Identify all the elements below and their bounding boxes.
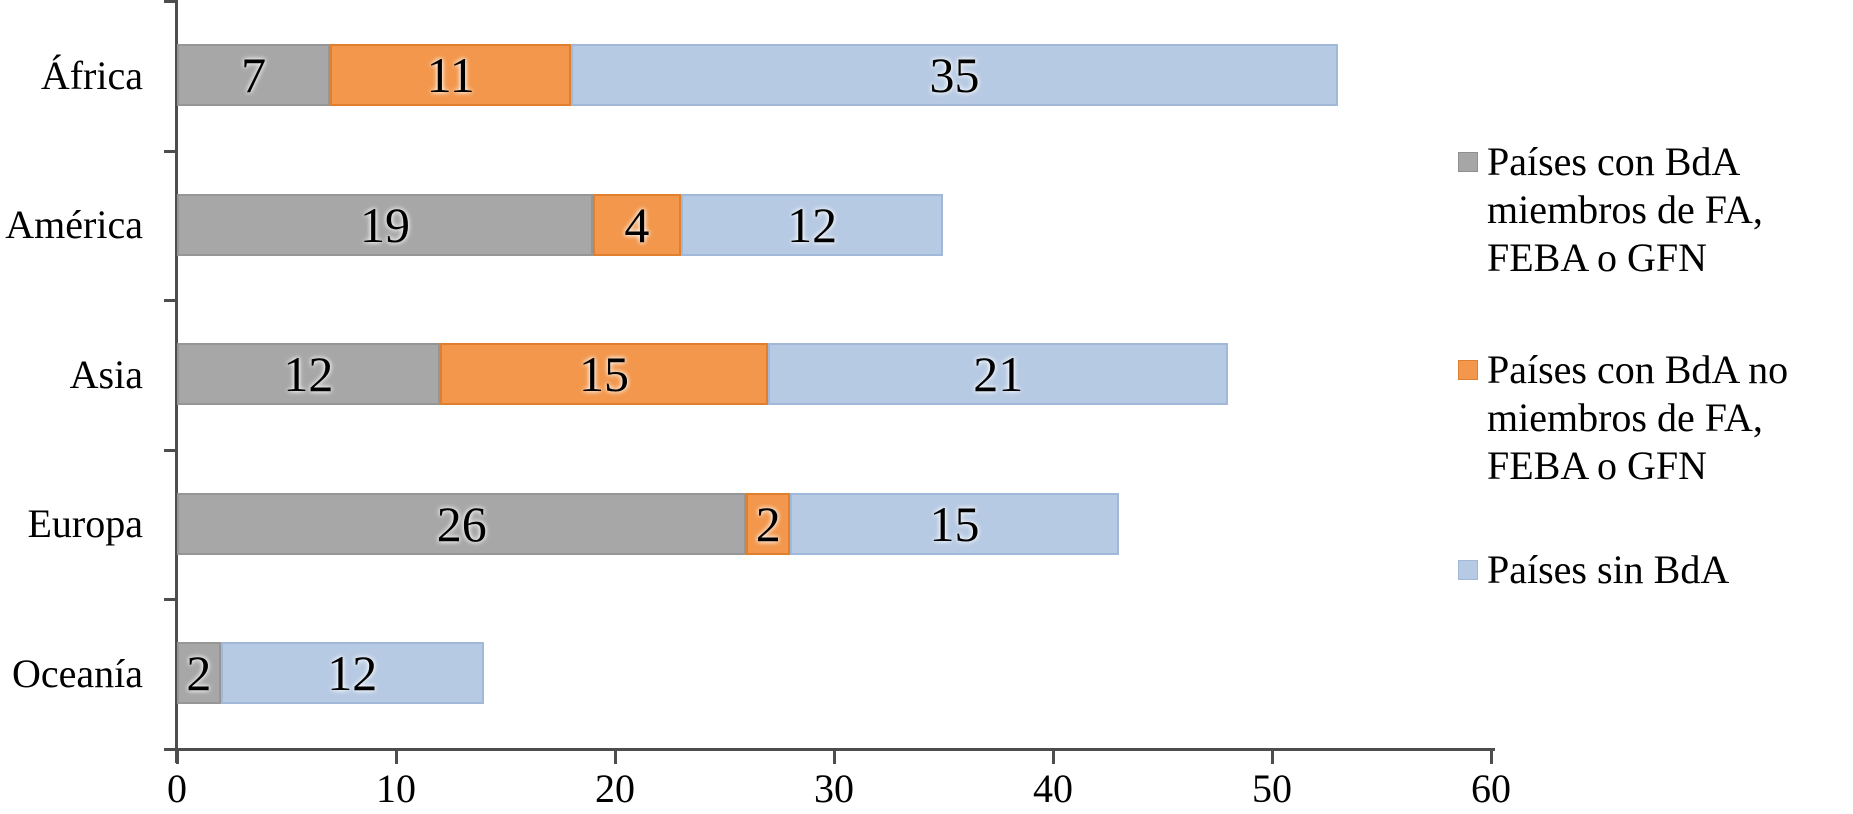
legend-item: Países con BdA no miembros de FA, FEBA o… — [1458, 346, 1788, 490]
bar-segment — [746, 492, 791, 555]
category-label: Asia — [69, 351, 143, 397]
legend-item-label: Países con BdA miembros de FA, FEBA o GF… — [1487, 139, 1763, 280]
x-tick — [394, 751, 398, 764]
bar-segment — [790, 492, 1119, 555]
legend-swatch — [1458, 152, 1478, 172]
x-axis-line — [165, 748, 1495, 751]
bar-segment — [330, 44, 572, 106]
bar-segment-label: 12 — [283, 346, 334, 403]
bar-segment-label: 26 — [436, 495, 487, 552]
x-tick-label: 30 — [814, 766, 854, 811]
bar-segment — [768, 343, 1229, 406]
bar-segment-label: 2 — [755, 495, 781, 552]
y-tick — [164, 0, 176, 3]
x-tick — [1270, 751, 1274, 764]
x-tick — [832, 751, 836, 764]
x-tick-label: 40 — [1033, 766, 1073, 811]
legend-item-label: Países con BdA no miembros de FA, FEBA o… — [1487, 347, 1789, 488]
category-label: Europa — [27, 501, 143, 547]
y-tick — [164, 448, 176, 452]
bar-segment — [680, 193, 944, 256]
x-tick-label: 0 — [167, 766, 187, 811]
x-tick-label: 60 — [1471, 766, 1511, 811]
y-tick — [164, 149, 176, 153]
legend-item-label: Países sin BdA — [1487, 547, 1730, 592]
y-axis-line — [175, 0, 178, 763]
bar-segment — [220, 642, 484, 705]
legend-swatch — [1458, 560, 1478, 580]
bar-segment-label: 19 — [360, 196, 411, 253]
bar-segment — [177, 343, 440, 406]
x-tick — [1489, 751, 1493, 764]
bar-segment-label: 35 — [929, 47, 980, 103]
bar-segment — [439, 343, 769, 406]
legend-item: Países con BdA miembros de FA, FEBA o GF… — [1458, 138, 1763, 282]
legend: Países con BdA miembros de FA, FEBA o GF… — [1458, 0, 1853, 814]
x-tick-label: 10 — [376, 766, 416, 811]
bar-segment — [177, 44, 331, 106]
y-tick — [164, 598, 176, 602]
x-tick — [613, 751, 617, 764]
bar-segment-label: 7 — [241, 47, 267, 103]
category-label: América — [5, 202, 143, 248]
y-tick — [164, 299, 176, 303]
x-tick-label: 50 — [1252, 766, 1292, 811]
bar-segment-label: 4 — [624, 196, 650, 253]
bar-segment-label: 21 — [973, 346, 1024, 403]
category-label: África — [40, 52, 143, 98]
bar-segment — [177, 642, 221, 705]
bar-segment-label: 15 — [579, 346, 630, 403]
category-label: Oceanía — [11, 650, 143, 696]
x-tick — [1051, 751, 1055, 764]
bar-segment-label: 11 — [426, 47, 475, 103]
bar-segment-label: 12 — [787, 196, 838, 253]
x-tick-label: 20 — [595, 766, 635, 811]
bar-segment-label: 2 — [186, 645, 212, 702]
bar-segment — [177, 193, 594, 256]
bar-segment-label: 12 — [327, 645, 378, 702]
y-tick — [164, 748, 176, 751]
bar-segment — [571, 44, 1338, 106]
bar-segment-label: 15 — [929, 495, 980, 552]
bar-segment — [177, 492, 747, 555]
bar-segment — [593, 193, 681, 256]
legend-item: Países sin BdA — [1458, 546, 1729, 594]
legend-swatch — [1458, 360, 1478, 380]
x-tick — [175, 751, 179, 764]
